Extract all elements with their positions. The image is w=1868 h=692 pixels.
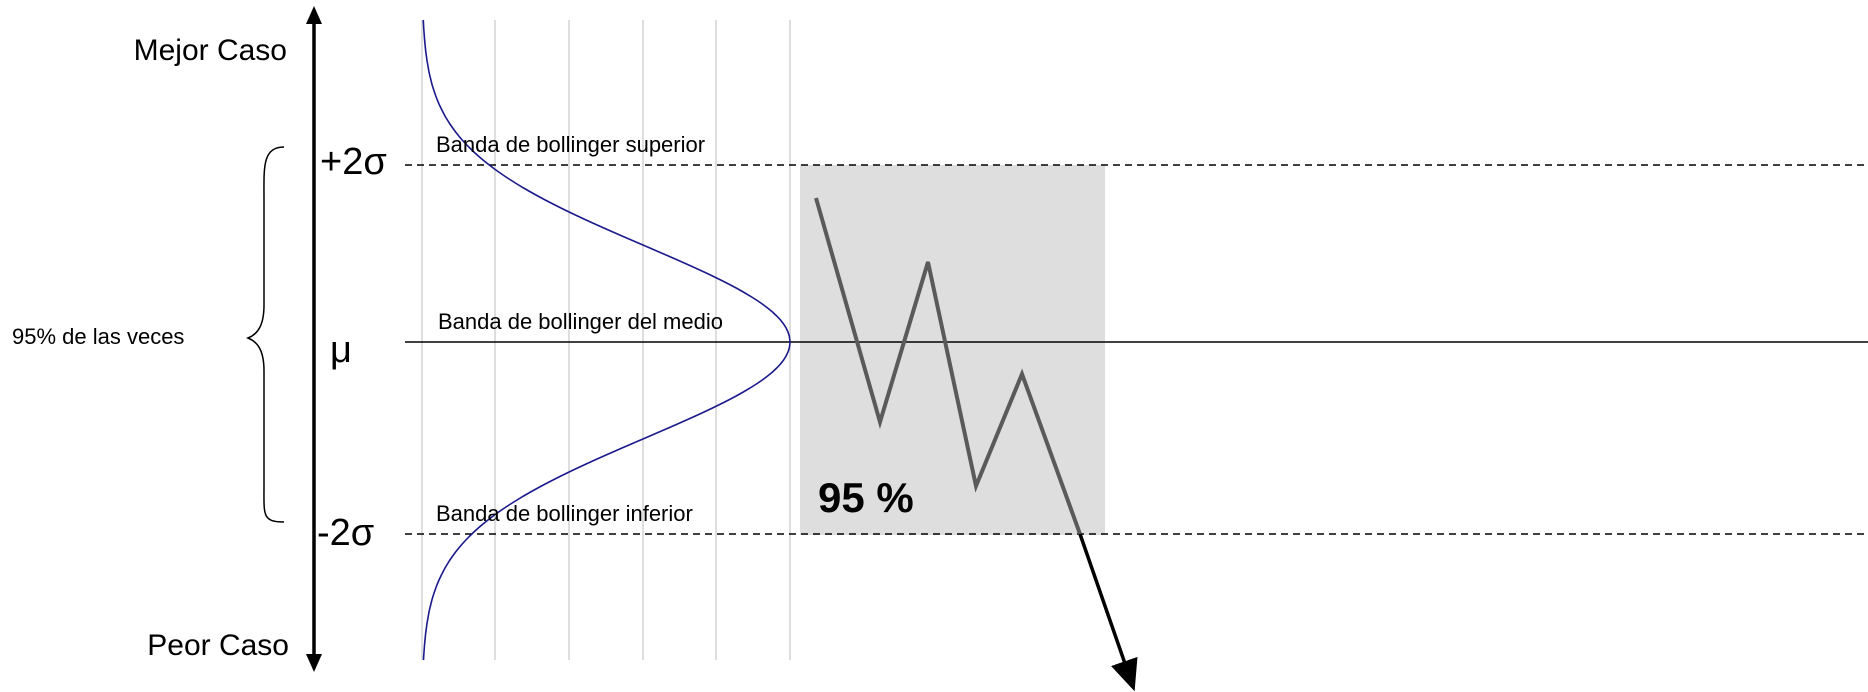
middle-band-label: Banda de bollinger del medio: [438, 309, 723, 334]
price-breakout-arrow: [1078, 533, 1138, 692]
normal-distribution-curve: [422, 19, 791, 661]
region-percentage-label: 95 %: [818, 474, 914, 521]
axis-up-arrow-icon: [306, 6, 322, 24]
middle-mu-label: μ: [330, 329, 352, 371]
vertical-gridlines: [421, 20, 791, 660]
upper-band-label: Banda de bollinger superior: [436, 132, 705, 157]
lower-band-label: Banda de bollinger inferior: [436, 501, 693, 526]
best-case-label: Mejor Caso: [134, 34, 287, 67]
lower-sigma-label: -2σ: [317, 512, 374, 554]
confidence-brace-label: 95% de las veces: [12, 324, 184, 349]
price-path-line: [814, 197, 1082, 535]
upper-sigma-label: +2σ: [320, 141, 387, 183]
axis-down-arrow-icon: [306, 654, 322, 672]
worst-case-label: Peor Caso: [147, 629, 289, 662]
brace-icon: [245, 146, 285, 523]
probability-region: [800, 165, 1105, 535]
